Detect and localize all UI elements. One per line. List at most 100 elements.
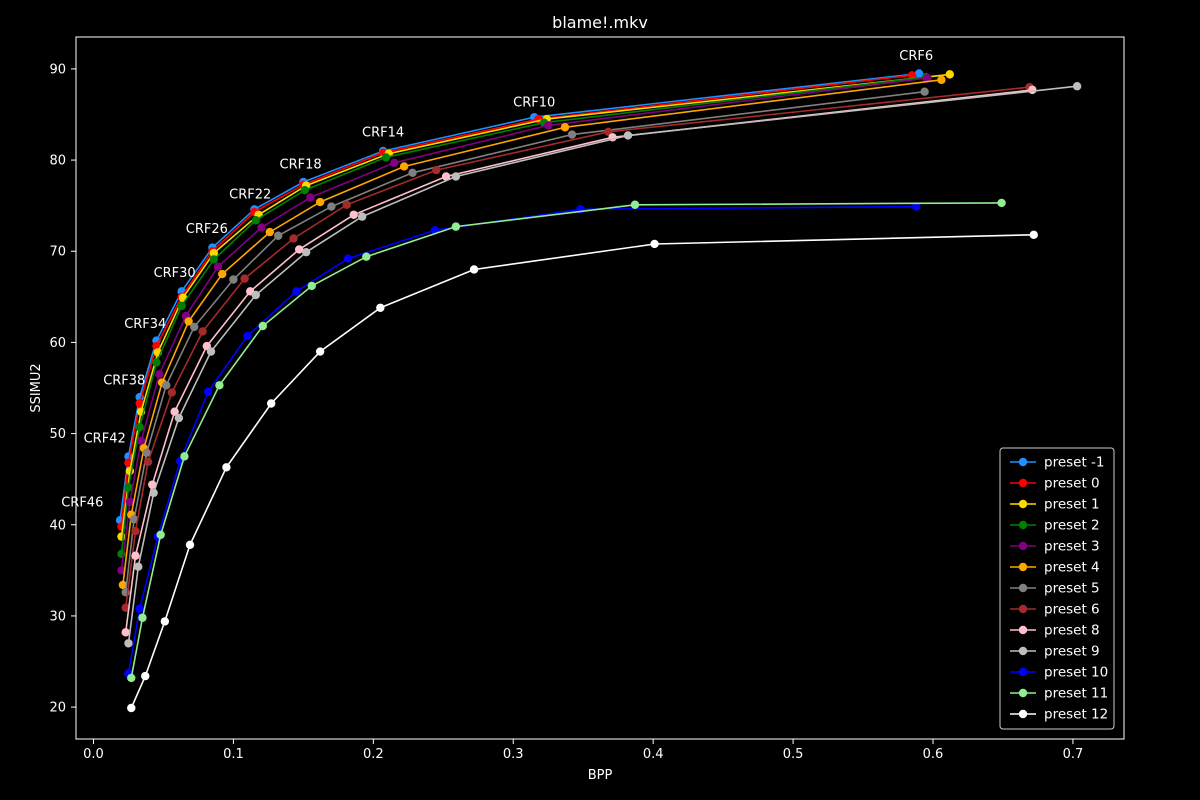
data-point	[451, 222, 461, 231]
data-point	[623, 131, 633, 140]
axes-frame	[75, 36, 1125, 740]
legend-label: preset 11	[1044, 686, 1108, 702]
data-point	[135, 604, 144, 613]
legend-marker	[1018, 583, 1028, 593]
crf-annotation: CRF26	[186, 222, 228, 237]
crf-annotation: CRF42	[84, 432, 126, 447]
data-point	[306, 193, 315, 202]
y-tick-label: 30	[49, 609, 66, 624]
plot-area: 0.0 0.1 0.2 0.3 0.4 0.5 0.6 0.7 20 30 40 50 60 70 80 90…	[49, 36, 1125, 762]
data-point	[149, 488, 158, 498]
data-point	[251, 216, 260, 225]
crf-annotation: CRF22	[229, 187, 271, 202]
y-tick-label: 90	[49, 62, 66, 77]
legend-entry: preset 9	[1010, 644, 1100, 660]
data-point	[294, 245, 304, 254]
data-point	[124, 483, 133, 492]
crf-annotation: CRF30	[154, 266, 196, 281]
data-point	[184, 317, 193, 326]
y-tick-label: 20	[49, 701, 66, 716]
crf-annotation: CRF18	[280, 157, 322, 172]
legend-entry: preset 11	[1010, 686, 1108, 702]
legend-label: preset 10	[1044, 665, 1108, 681]
data-point	[143, 457, 153, 467]
legend-marker	[1018, 688, 1028, 698]
legend-marker	[1018, 457, 1028, 467]
legend-entry: preset 5	[1010, 581, 1100, 597]
data-point	[650, 239, 659, 249]
data-point	[121, 603, 130, 612]
x-tick-label: 0.6	[923, 747, 944, 762]
data-point	[343, 254, 353, 263]
data-point	[567, 130, 577, 139]
crf-annotation: CRF46	[61, 496, 103, 511]
x-tick-label: 0.0	[83, 747, 104, 762]
data-point	[408, 168, 417, 178]
y-axis-label: SSIMU2	[29, 363, 44, 412]
data-point	[544, 121, 553, 130]
data-point	[381, 153, 391, 162]
legend: preset -1 preset 0 preset 1 preset 2 preset …	[999, 447, 1115, 730]
series-preset-12	[127, 230, 1038, 713]
data-point	[136, 436, 146, 446]
legend-marker	[1018, 625, 1028, 635]
data-point	[292, 287, 301, 296]
data-point	[155, 370, 164, 379]
data-point	[124, 639, 133, 648]
data-point	[630, 200, 640, 209]
x-tick-label: 0.2	[363, 747, 384, 762]
legend-entry: preset 10	[1010, 665, 1108, 681]
data-point	[914, 69, 924, 78]
legend-marker	[1018, 499, 1028, 509]
legend-label: preset 8	[1044, 623, 1100, 639]
legend-entry: preset 8	[1010, 623, 1100, 639]
chart-title: blame!.mkv	[552, 13, 648, 32]
legend-label: preset 12	[1044, 707, 1108, 723]
series-preset-11	[127, 198, 1006, 683]
data-point	[300, 185, 309, 195]
data-point	[399, 162, 409, 171]
data-point	[327, 202, 336, 211]
data-point	[134, 562, 143, 571]
data-point	[141, 671, 150, 681]
legend-entry: preset 3	[1010, 539, 1100, 555]
data-point	[129, 515, 139, 524]
legend-marker	[1018, 478, 1028, 488]
data-point	[135, 399, 144, 408]
data-point	[127, 673, 136, 683]
data-point	[315, 197, 325, 207]
data-point	[937, 75, 946, 85]
x-tick-label: 0.3	[503, 747, 524, 762]
data-point	[451, 172, 461, 181]
data-point	[118, 580, 128, 590]
legend-marker	[1018, 646, 1028, 656]
crf-annotation: CRF38	[103, 373, 145, 388]
data-point	[142, 448, 151, 457]
data-point	[174, 413, 184, 423]
data-point	[162, 381, 171, 390]
data-point	[349, 210, 358, 219]
legend-label: preset 1	[1044, 497, 1100, 513]
data-point	[229, 275, 238, 284]
y-tick-label: 80	[49, 154, 66, 169]
data-point	[342, 200, 351, 209]
data-point	[131, 526, 140, 536]
data-point	[198, 327, 207, 336]
legend-label: preset 6	[1044, 602, 1100, 618]
data-point	[920, 87, 929, 96]
y-tick-label: 70	[49, 245, 66, 260]
y-tick-label: 50	[49, 427, 66, 442]
legend-label: preset 9	[1044, 644, 1100, 660]
data-point	[251, 290, 260, 300]
data-point	[469, 265, 479, 274]
data-point	[1028, 85, 1037, 95]
series-preset-5	[121, 87, 929, 597]
legend-entry: preset 4	[1010, 560, 1100, 576]
data-point	[289, 234, 298, 243]
data-point	[215, 381, 224, 390]
data-point	[222, 463, 231, 472]
legend-marker	[1018, 667, 1028, 677]
data-point	[1029, 230, 1038, 240]
data-point	[301, 247, 311, 257]
